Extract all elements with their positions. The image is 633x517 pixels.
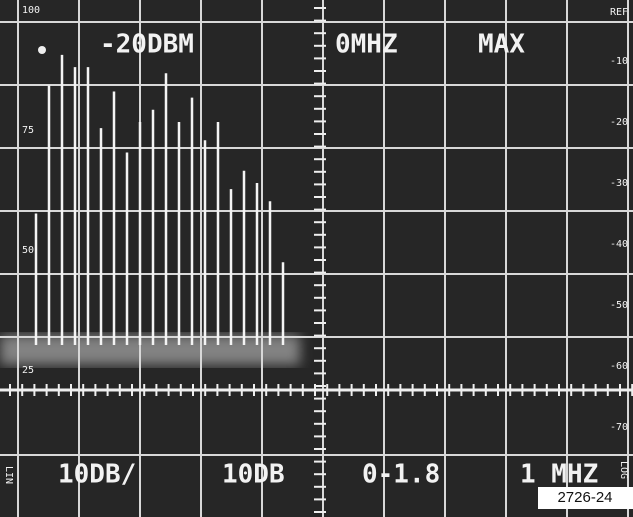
right-scale-label: -60: [610, 361, 628, 372]
readout: MAX: [478, 30, 525, 60]
readout: 0-1.8: [362, 460, 440, 490]
readout: 10DB/: [58, 460, 136, 490]
right-scale-label: -50: [610, 300, 628, 311]
right-scale-label: REF: [610, 7, 628, 18]
right-scale-label: -10: [610, 56, 628, 67]
marker-dot: [38, 46, 46, 54]
readout: 0MHZ: [335, 30, 398, 60]
readout: 10DB: [222, 460, 285, 490]
right-scale-label: -30: [610, 178, 628, 189]
figure-id-box: [538, 487, 633, 509]
readout: 1 MHZ: [520, 460, 598, 490]
spectrum: [34, 54, 285, 345]
noise-floor: [0, 335, 300, 365]
mode-label: LIN: [3, 466, 14, 484]
figure-id: 2726-24: [557, 489, 612, 506]
right-scale-label: -40: [610, 239, 628, 250]
left-scale-label: 100: [22, 5, 40, 16]
left-scale-label: 75: [22, 125, 34, 136]
mode-label: LOG: [618, 461, 629, 479]
readout: -20DBM: [100, 30, 194, 60]
right-scale-label: -20: [610, 117, 628, 128]
left-scale-label: 50: [22, 245, 34, 256]
left-scale-label: 25: [22, 365, 34, 376]
right-scale-label: -70: [610, 422, 628, 433]
